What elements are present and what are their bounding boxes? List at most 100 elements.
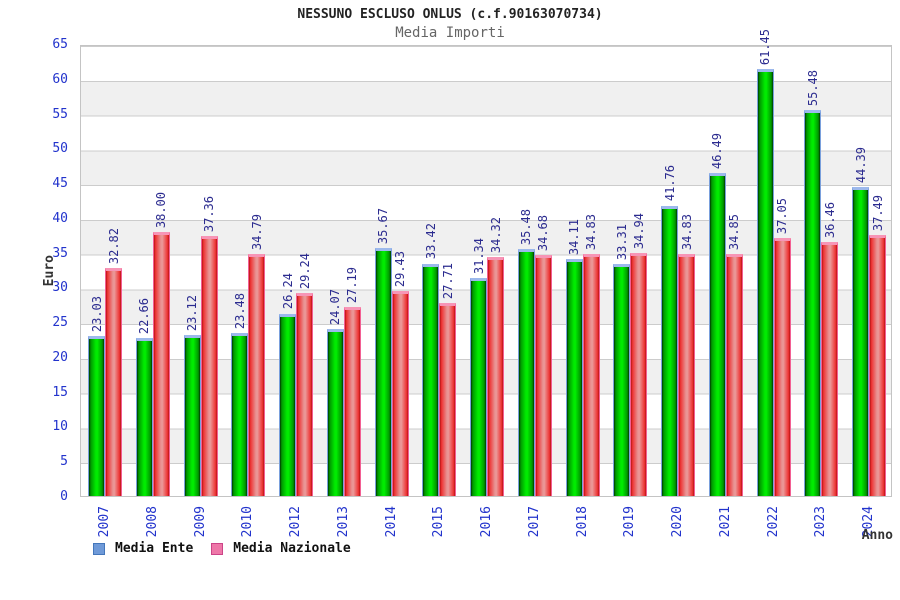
bar-value-label: 23.12	[185, 295, 200, 332]
x-axis-label: Anno	[861, 528, 893, 543]
bar-media-nazionale	[105, 267, 122, 496]
y-tick-label: 40	[52, 210, 68, 226]
bar-value-label: 44.39	[853, 147, 868, 184]
bar-value-label: 34.11	[567, 218, 582, 255]
y-tick-label: 30	[52, 280, 68, 296]
bar-media-nazionale	[773, 238, 791, 496]
legend-swatch-media-nazionale-icon	[211, 542, 224, 555]
bar-media-nazionale	[343, 306, 361, 496]
bar-media-nazionale	[248, 254, 266, 496]
bar-value-label: 33.42	[423, 223, 438, 260]
legend-item-media-nazionale: Media Nazionale	[211, 541, 351, 556]
legend-label-media-nazionale: Media Nazionale	[233, 541, 351, 556]
bar-value-label: 35.48	[519, 209, 534, 246]
bar-value-label: 27.71	[440, 263, 455, 300]
bar-media-ente	[422, 263, 440, 496]
x-tick-label: 2012	[288, 506, 304, 538]
bar-value-label: 22.66	[137, 298, 152, 335]
y-tick-label: 55	[52, 106, 68, 122]
chart-subtitle: Media Importi	[395, 25, 505, 41]
legend-swatch-media-ente-icon	[93, 542, 105, 555]
y-tick-label: 60	[52, 71, 68, 87]
bar-media-nazionale	[296, 292, 314, 496]
bar-value-label: 61.45	[758, 28, 773, 65]
bars-layer: 23.03 32.82 22.66 38.00 23.12 37.36 23.48 34.79…	[81, 29, 891, 496]
y-tick-label: 35	[52, 245, 68, 261]
bar-value-label: 36.46	[822, 202, 837, 239]
bar-value-label: 35.67	[376, 207, 391, 244]
bar-media-ente	[183, 335, 201, 496]
bar-media-ente	[88, 335, 105, 496]
bar-value-label: 41.76	[662, 165, 677, 202]
bar-media-nazionale	[152, 231, 170, 496]
legend-label-media-ente: Media Ente	[115, 541, 194, 556]
bar-value-label: 33.31	[614, 224, 629, 261]
bar-value-label: 37.49	[870, 195, 885, 232]
bar-media-ente	[613, 264, 631, 496]
bar-media-ente	[279, 313, 297, 496]
x-tick-label: 2016	[479, 506, 495, 538]
x-tick-label: 2013	[335, 506, 351, 538]
legend-item-media-ente: Media Ente	[93, 541, 193, 556]
x-tick-label: 2010	[240, 506, 256, 538]
bar-value-label: 34.85	[727, 213, 742, 250]
bar-media-ente	[804, 110, 822, 496]
y-tick-label: 10	[52, 419, 68, 435]
bar-media-ente	[135, 338, 153, 496]
bar-media-nazionale	[678, 253, 696, 496]
bar-value-label: 32.82	[106, 227, 121, 264]
legend: Media Ente Media Nazionale	[93, 541, 369, 556]
bar-value-label: 46.49	[710, 132, 725, 169]
x-tick-label: 2018	[574, 506, 590, 538]
y-tick-label: 65	[52, 37, 68, 52]
bar-value-label: 34.68	[536, 214, 551, 251]
y-tick-label: 5	[60, 454, 68, 470]
x-tick-label: 2007	[97, 506, 112, 538]
y-tick-label: 45	[52, 176, 68, 192]
y-tick-label: 25	[52, 315, 68, 331]
bar-media-nazionale	[725, 253, 743, 496]
x-tick-label: 2020	[670, 506, 686, 538]
y-axis-ticks: 0 5 10 15 20 25 30 35 40 45 50 55 60 65	[0, 37, 74, 504]
bar-media-ente	[852, 187, 870, 496]
bar-media-ente	[517, 249, 535, 496]
bar-media-ente	[756, 68, 774, 496]
bar-media-nazionale	[869, 235, 887, 496]
y-tick-label: 50	[52, 141, 68, 157]
x-tick-label: 2021	[717, 506, 733, 538]
bar-value-label: 34.83	[584, 213, 599, 250]
bar-value-label: 34.94	[631, 212, 646, 250]
y-tick-label: 0	[60, 489, 68, 504]
bar-value-label: 34.83	[679, 213, 694, 250]
x-tick-label: 2023	[813, 506, 829, 538]
bar-media-ente	[708, 172, 726, 496]
bar-media-nazionale	[487, 257, 505, 496]
bar-media-ente	[470, 278, 488, 496]
chart-title: NESSUNO ESCLUSO ONLUS (c.f.90163070734)	[297, 7, 603, 22]
bar-value-label: 23.03	[89, 295, 104, 332]
bar-media-ente	[231, 332, 249, 496]
x-tick-label: 2014	[383, 506, 399, 538]
x-tick-label: 2015	[431, 506, 447, 538]
x-tick-label: 2008	[144, 506, 160, 538]
bar-value-label: 24.07	[328, 288, 343, 325]
bar-value-label: 37.05	[775, 198, 790, 235]
bar-value-label: 29.24	[297, 252, 312, 289]
x-tick-label: 2009	[192, 506, 208, 538]
bar-media-ente	[565, 258, 583, 496]
x-tick-label: 2019	[622, 506, 638, 538]
y-tick-label: 20	[52, 349, 68, 365]
y-tick-label: 15	[52, 384, 68, 400]
bar-media-nazionale	[534, 254, 552, 496]
bar-value-label: 27.19	[345, 266, 360, 303]
bar-media-ente	[326, 328, 344, 496]
bar-media-nazionale	[821, 242, 839, 496]
bar-value-label: 26.24	[280, 273, 295, 310]
plot-area: 23.03 32.82 22.66 38.00 23.12 37.36 23.48 34.79…	[80, 29, 892, 497]
bar-value-label: 31.34	[471, 237, 486, 275]
x-tick-label: 2017	[526, 506, 542, 538]
bar-media-nazionale	[582, 253, 600, 496]
bar-media-nazionale	[200, 236, 218, 496]
bar-media-nazionale	[391, 291, 409, 496]
